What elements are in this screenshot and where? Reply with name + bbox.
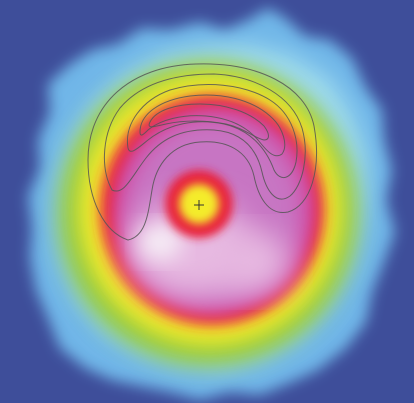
glow-white — [138, 224, 182, 260]
contour-line — [103, 73, 306, 200]
contour-line — [148, 103, 269, 141]
contour-line — [139, 94, 286, 157]
contour-group — [87, 63, 317, 241]
plus-marker — [194, 200, 204, 210]
contour-line — [87, 63, 317, 241]
contour-line — [126, 84, 298, 178]
glow-pink-right — [214, 232, 290, 292]
